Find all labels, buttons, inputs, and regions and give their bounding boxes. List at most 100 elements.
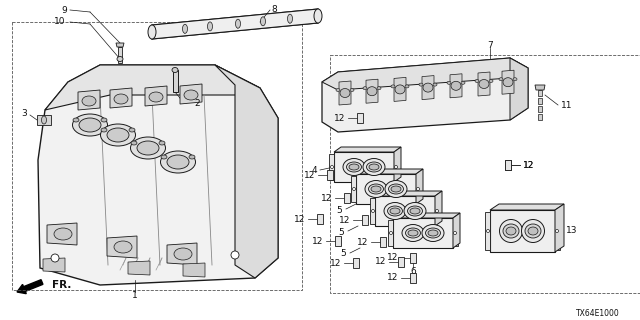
Ellipse shape [54, 228, 72, 240]
Ellipse shape [390, 208, 400, 214]
Ellipse shape [349, 164, 359, 170]
Ellipse shape [406, 228, 420, 238]
Ellipse shape [408, 206, 422, 216]
Ellipse shape [387, 206, 403, 216]
Ellipse shape [340, 89, 350, 98]
Ellipse shape [367, 87, 377, 96]
Bar [370, 198, 375, 224]
Polygon shape [145, 86, 167, 106]
Ellipse shape [395, 85, 405, 94]
Ellipse shape [101, 128, 107, 132]
Polygon shape [322, 58, 528, 90]
Ellipse shape [513, 78, 517, 81]
Ellipse shape [73, 118, 79, 122]
Bar [538, 106, 542, 112]
Polygon shape [116, 43, 124, 47]
Ellipse shape [207, 22, 212, 31]
Polygon shape [416, 169, 423, 204]
Ellipse shape [385, 180, 407, 197]
Polygon shape [393, 218, 453, 248]
Polygon shape [375, 191, 442, 196]
Ellipse shape [82, 96, 96, 106]
Ellipse shape [454, 231, 456, 235]
Ellipse shape [107, 128, 129, 142]
Polygon shape [450, 74, 462, 98]
Bar [118, 47, 122, 63]
Ellipse shape [287, 14, 292, 23]
Ellipse shape [101, 118, 107, 122]
Text: 11: 11 [561, 100, 573, 109]
Polygon shape [334, 147, 401, 152]
Ellipse shape [159, 141, 165, 145]
Ellipse shape [371, 186, 381, 192]
Ellipse shape [346, 162, 362, 172]
Polygon shape [38, 65, 278, 285]
Text: 1: 1 [132, 292, 138, 300]
Bar [335, 236, 341, 246]
Polygon shape [334, 152, 394, 182]
Text: 12: 12 [330, 259, 341, 268]
Polygon shape [215, 65, 278, 278]
Polygon shape [110, 88, 132, 108]
Ellipse shape [486, 229, 490, 233]
Ellipse shape [419, 83, 423, 86]
Ellipse shape [72, 114, 108, 136]
Ellipse shape [461, 81, 465, 84]
Ellipse shape [129, 128, 135, 132]
Polygon shape [107, 236, 137, 258]
Polygon shape [453, 213, 460, 248]
Bar [330, 55, 640, 293]
Ellipse shape [433, 83, 437, 86]
Ellipse shape [556, 229, 559, 233]
Polygon shape [502, 70, 514, 94]
Ellipse shape [410, 208, 420, 214]
Bar [357, 113, 363, 123]
Ellipse shape [182, 24, 188, 33]
Text: 5: 5 [340, 250, 346, 259]
Ellipse shape [314, 9, 322, 23]
Polygon shape [339, 81, 351, 105]
Text: 12: 12 [387, 274, 398, 283]
Ellipse shape [260, 17, 266, 26]
Bar [351, 176, 356, 202]
Text: 8: 8 [271, 4, 277, 13]
Ellipse shape [390, 231, 392, 235]
FancyArrow shape [17, 280, 43, 294]
Ellipse shape [423, 83, 433, 92]
Ellipse shape [422, 225, 444, 242]
Ellipse shape [161, 155, 167, 159]
Ellipse shape [137, 141, 159, 155]
Text: 12: 12 [312, 236, 323, 245]
Ellipse shape [479, 79, 489, 89]
Ellipse shape [402, 225, 424, 242]
Polygon shape [167, 243, 197, 265]
Text: 12: 12 [303, 171, 315, 180]
Bar [173, 70, 178, 92]
Text: 12: 12 [523, 161, 534, 170]
Ellipse shape [148, 25, 156, 39]
Text: 2: 2 [194, 99, 200, 108]
Polygon shape [356, 174, 416, 204]
Ellipse shape [451, 81, 461, 90]
Ellipse shape [367, 162, 381, 172]
Bar [344, 193, 350, 203]
Text: 6: 6 [410, 268, 416, 276]
Ellipse shape [388, 184, 403, 194]
Polygon shape [435, 191, 442, 226]
Text: 12: 12 [356, 237, 368, 246]
Bar [317, 214, 323, 224]
Ellipse shape [369, 164, 379, 170]
Ellipse shape [384, 203, 406, 220]
Ellipse shape [404, 203, 426, 220]
Bar [505, 160, 511, 170]
Bar [394, 154, 399, 180]
Ellipse shape [503, 78, 513, 87]
Ellipse shape [131, 137, 166, 159]
Ellipse shape [149, 92, 163, 102]
Ellipse shape [394, 165, 397, 169]
Polygon shape [152, 9, 318, 39]
Bar [12, 22, 302, 290]
Ellipse shape [499, 78, 503, 81]
Ellipse shape [236, 19, 241, 28]
Ellipse shape [189, 155, 195, 159]
